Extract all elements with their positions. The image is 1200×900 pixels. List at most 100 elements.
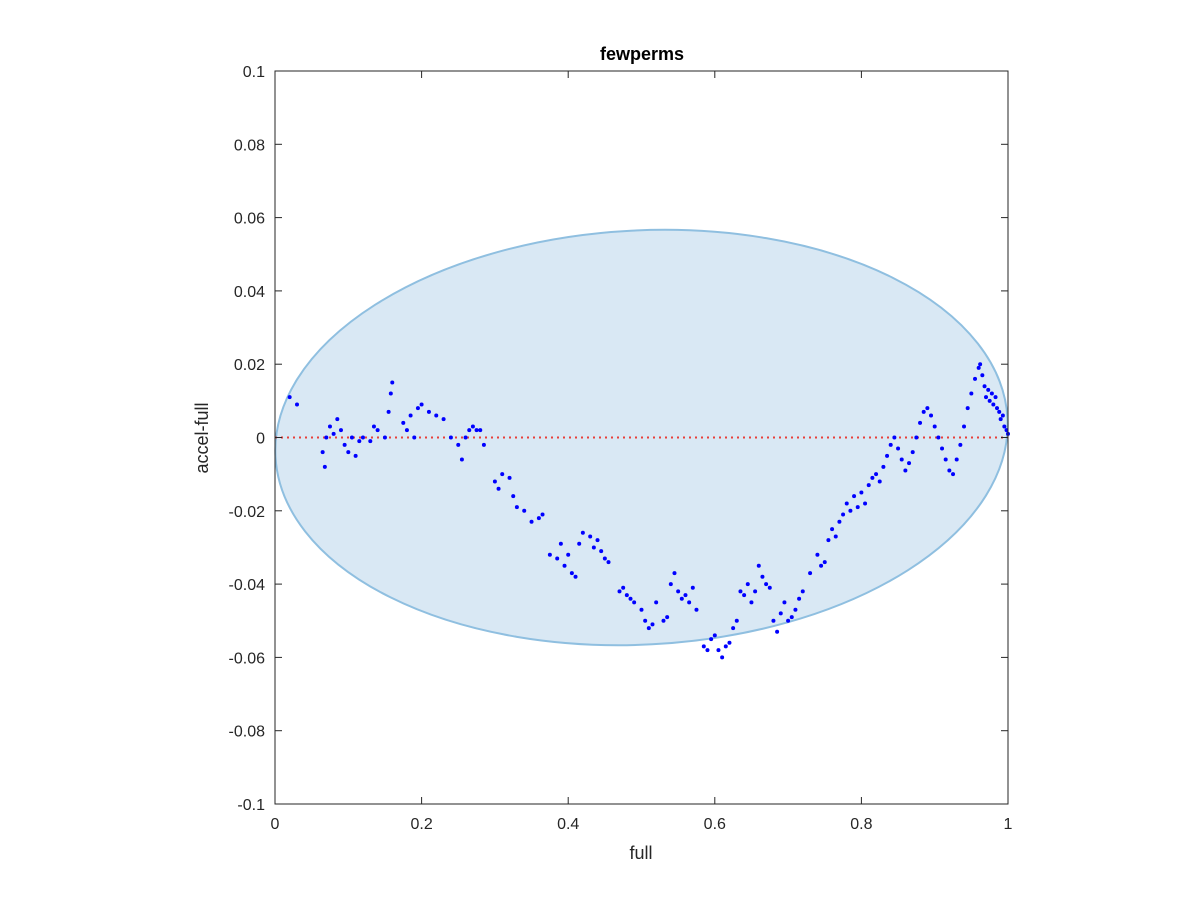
- data-point: [976, 365, 981, 370]
- data-point: [456, 442, 461, 447]
- x-tick-label: 0.2: [410, 816, 432, 833]
- data-point: [859, 490, 864, 495]
- data-point: [481, 442, 486, 447]
- x-tick-label: 0: [271, 816, 280, 833]
- data-point: [727, 640, 732, 645]
- data-point: [778, 611, 783, 616]
- data-point: [540, 512, 545, 517]
- data-point: [643, 618, 648, 623]
- data-point: [815, 552, 820, 557]
- data-point: [628, 596, 633, 601]
- x-tick-label: 1: [1004, 816, 1013, 833]
- data-point: [694, 607, 699, 612]
- data-point: [470, 424, 475, 429]
- data-point: [1000, 413, 1005, 418]
- y-tick-label: 0.1: [243, 64, 265, 81]
- y-tick-label: -0.02: [229, 504, 266, 521]
- data-point: [877, 479, 882, 484]
- data-point: [984, 395, 989, 400]
- data-point: [921, 409, 926, 414]
- data-point: [848, 508, 853, 513]
- axes: 0 0.2 0.4 0.6 0.8 1 0.1 0.08 0.06 0.04 0.02 0 -0.02 -…: [229, 64, 1013, 833]
- data-point: [617, 589, 622, 594]
- data-point: [690, 585, 695, 590]
- data-point: [672, 571, 677, 576]
- data-point: [562, 563, 567, 568]
- data-point: [705, 648, 710, 653]
- y-tick-label: -0.08: [229, 724, 266, 741]
- data-point: [632, 600, 637, 605]
- plot-area: [274, 228, 1010, 660]
- data-point: [986, 387, 991, 392]
- data-point: [819, 563, 824, 568]
- data-point: [558, 541, 563, 546]
- data-point: [947, 468, 952, 473]
- data-point: [749, 600, 754, 605]
- data-point: [896, 446, 901, 451]
- data-point: [969, 391, 974, 396]
- data-point: [683, 593, 688, 598]
- data-point: [958, 442, 963, 447]
- data-point: [997, 409, 1002, 414]
- data-point: [595, 538, 600, 543]
- data-point: [401, 420, 406, 425]
- data-point: [577, 541, 582, 546]
- data-point: [782, 600, 787, 605]
- data-point: [980, 373, 985, 378]
- data-point: [767, 585, 772, 590]
- data-point: [404, 428, 409, 433]
- data-point: [808, 571, 813, 576]
- data-point: [496, 486, 501, 491]
- y-axis-label: accel-full: [192, 402, 212, 473]
- data-point: [775, 629, 780, 634]
- data-point: [591, 545, 596, 550]
- chart-title: fewperms: [600, 44, 684, 64]
- data-point: [349, 435, 354, 440]
- x-tick-label: 0.6: [704, 816, 726, 833]
- data-point: [639, 607, 644, 612]
- data-point: [353, 453, 358, 458]
- data-point: [335, 417, 340, 422]
- data-point: [720, 655, 725, 660]
- data-point: [346, 450, 351, 455]
- data-point: [844, 501, 849, 506]
- data-point: [995, 406, 1000, 411]
- data-point: [993, 395, 998, 400]
- data-point: [448, 435, 453, 440]
- data-point: [874, 472, 879, 477]
- data-point: [441, 417, 446, 422]
- data-point: [855, 505, 860, 510]
- data-point: [375, 428, 380, 433]
- data-point: [676, 589, 681, 594]
- data-point: [929, 413, 934, 418]
- data-point: [665, 615, 670, 620]
- data-point: [536, 516, 541, 521]
- data-point: [709, 637, 714, 642]
- data-point: [870, 475, 875, 480]
- x-tick-label: 0.4: [557, 816, 579, 833]
- data-point: [962, 424, 967, 429]
- data-point: [668, 582, 673, 587]
- data-point: [734, 618, 739, 623]
- data-point: [386, 409, 391, 414]
- data-point: [566, 552, 571, 557]
- data-point: [918, 420, 923, 425]
- data-point: [866, 483, 871, 488]
- data-point: [294, 402, 299, 407]
- data-point: [786, 618, 791, 623]
- data-point: [569, 571, 574, 576]
- data-point: [903, 468, 908, 473]
- data-point: [514, 505, 519, 510]
- data-point: [951, 472, 956, 477]
- data-point: [925, 406, 930, 411]
- data-point: [331, 431, 336, 436]
- data-point: [852, 494, 857, 499]
- data-point: [745, 582, 750, 587]
- data-point: [599, 549, 604, 554]
- data-point: [415, 406, 420, 411]
- data-point: [650, 622, 655, 627]
- data-point: [899, 457, 904, 462]
- data-point: [731, 626, 736, 631]
- data-point: [712, 633, 717, 638]
- x-tick-label: 0.8: [850, 816, 872, 833]
